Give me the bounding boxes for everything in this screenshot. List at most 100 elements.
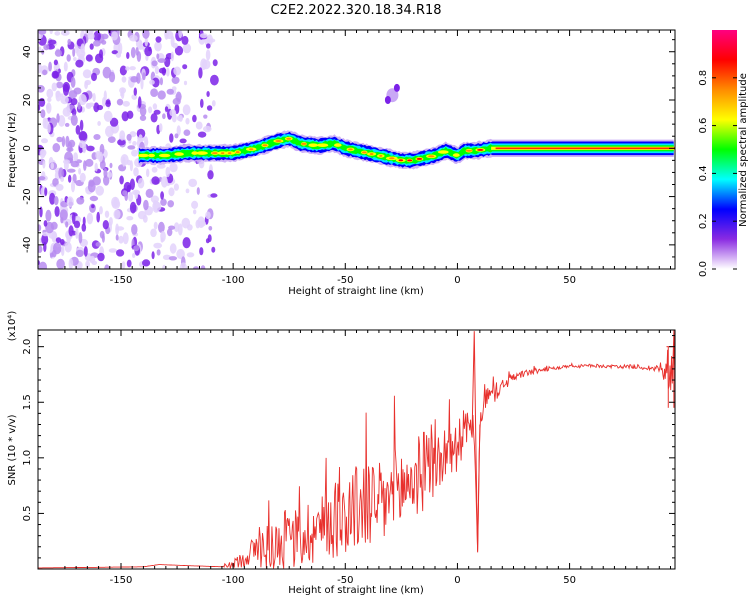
snr-background xyxy=(38,330,675,569)
noise-speckle xyxy=(115,226,125,231)
noise-speckle xyxy=(67,38,71,46)
noise-speckle xyxy=(119,175,124,185)
snr-spike xyxy=(471,331,481,553)
noise-speckle xyxy=(181,217,191,229)
spectrogram-ylabel: Frequency (Hz) xyxy=(7,112,18,188)
noise-speckle xyxy=(66,103,70,115)
noise-speckle xyxy=(56,113,60,123)
ridge-core xyxy=(348,148,353,151)
noise-speckle xyxy=(136,128,146,139)
noise-speckle xyxy=(54,31,61,36)
noise-speckle xyxy=(119,130,126,141)
noise-speckle xyxy=(41,138,48,144)
noise-speckle xyxy=(95,151,101,160)
noise-speckle xyxy=(186,252,195,258)
noise-speckle xyxy=(137,210,147,220)
snr-line xyxy=(38,330,675,569)
colorbar-label: Normalized spectral amplitude xyxy=(738,73,749,227)
noise-speckle xyxy=(165,166,171,178)
noise-speckle xyxy=(79,54,85,59)
noise-speckle xyxy=(174,133,179,139)
noise-speckle xyxy=(50,162,55,170)
ridge-core xyxy=(465,149,473,152)
noise-speckle xyxy=(158,123,163,133)
noise-speckle xyxy=(59,209,68,221)
noise-speckle xyxy=(103,110,113,122)
noise-speckle xyxy=(166,67,170,77)
noise-speckle xyxy=(53,196,59,206)
noise-speckle xyxy=(171,113,177,123)
noise-speckle xyxy=(137,177,145,189)
noise-speckle xyxy=(38,62,42,74)
noise-speckle xyxy=(173,183,179,191)
ridge-core xyxy=(220,152,225,155)
noise-speckle xyxy=(210,74,219,86)
noise-speckle xyxy=(185,188,190,194)
noise-speckle xyxy=(198,67,203,79)
snr-y-multiplier: (x10⁴) xyxy=(7,311,18,342)
snr-axes: -150 -100 -50 0 50 0.5 1.0 1.5 2.0 xyxy=(22,330,675,586)
ridge-core xyxy=(369,153,374,155)
ridge-core xyxy=(177,153,181,156)
noise-speckle xyxy=(101,40,107,45)
y-tick-label: 20 xyxy=(22,94,33,107)
noise-speckle xyxy=(170,51,174,62)
noise-speckle xyxy=(42,232,49,237)
noise-speckle xyxy=(56,258,65,269)
noise-speckle xyxy=(80,43,85,54)
noise-speckle xyxy=(121,111,129,122)
noise-speckle xyxy=(73,220,81,229)
noise-speckle xyxy=(70,160,80,168)
noise-speckle xyxy=(179,138,187,144)
noise-speckle xyxy=(164,56,171,68)
noise-speckle xyxy=(167,200,174,208)
noise-speckle xyxy=(116,249,125,257)
noise-speckle xyxy=(75,124,81,135)
ridge-core xyxy=(211,152,219,155)
noise-speckle xyxy=(102,66,112,79)
noise-speckle xyxy=(42,69,48,76)
noise-speckle xyxy=(78,168,82,175)
noise-speckle xyxy=(41,233,49,246)
noise-speckle xyxy=(57,68,61,74)
noise-speckle xyxy=(132,253,136,258)
ridge-core xyxy=(191,152,198,155)
spectrogram-panel: -150 -100 -50 0 50 -40 -20 0 20 40 Height of stra… xyxy=(7,29,676,297)
noise-speckle xyxy=(151,60,158,67)
x-tick-label: -150 xyxy=(110,575,133,586)
ridge-core xyxy=(140,154,146,157)
ridge-core xyxy=(262,144,268,147)
noise-speckle xyxy=(46,88,54,99)
snr-panel: -150 -100 -50 0 50 0.5 1.0 1.5 2.0 Height of str… xyxy=(7,311,676,596)
noise-speckle xyxy=(79,172,86,183)
noise-speckle xyxy=(82,69,92,79)
noise-speckle xyxy=(210,193,218,198)
noise-speckle xyxy=(175,91,182,103)
noise-speckle xyxy=(152,103,158,110)
spectrogram-xlabel: Height of straight line (km) xyxy=(288,286,424,297)
x-tick-label: -150 xyxy=(110,275,133,286)
ridge-core xyxy=(275,140,282,142)
noise-speckle xyxy=(91,204,95,209)
noise-speckle xyxy=(121,76,127,83)
noise-speckle xyxy=(121,261,126,269)
noise-speckle xyxy=(133,245,140,252)
colorbar-tick-label: 0.8 xyxy=(698,70,709,86)
noise-speckle xyxy=(79,140,86,149)
noise-speckle xyxy=(191,200,199,209)
noise-speckle xyxy=(52,143,61,153)
noise-speckle xyxy=(153,201,162,212)
noise-speckle xyxy=(38,46,42,52)
noise-speckle xyxy=(73,87,82,95)
noise-speckle xyxy=(207,234,212,243)
x-tick-label: 50 xyxy=(563,575,576,586)
noise-speckle xyxy=(60,176,64,182)
noise-speckle xyxy=(54,49,63,57)
noise-speckle xyxy=(168,225,176,230)
noise-speckle xyxy=(192,114,197,123)
noise-speckle xyxy=(107,136,116,144)
noise-speckle xyxy=(50,221,58,230)
noise-speckle xyxy=(182,104,191,116)
noise-speckle xyxy=(154,65,159,75)
noise-speckle xyxy=(140,77,144,90)
